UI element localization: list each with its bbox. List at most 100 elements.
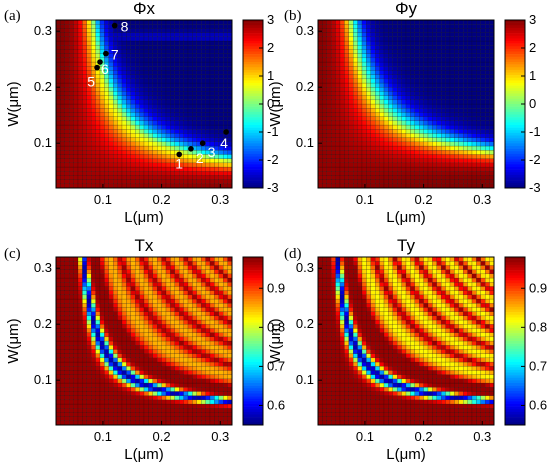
heatmap-cell bbox=[86, 28, 92, 33]
heatmap-cell bbox=[73, 412, 79, 417]
heatmap-cell bbox=[344, 24, 350, 29]
heatmap-cell bbox=[73, 82, 79, 88]
heatmap-cell bbox=[401, 49, 407, 54]
heatmap-cell bbox=[436, 175, 442, 180]
heatmap-cell bbox=[152, 290, 158, 296]
heatmap-cell bbox=[348, 171, 354, 176]
heatmap-cell bbox=[401, 120, 407, 126]
colorbar-segment bbox=[505, 164, 525, 168]
heatmap-cell bbox=[64, 49, 70, 54]
heatmap-cell bbox=[143, 361, 149, 367]
heatmap-cell bbox=[449, 74, 455, 80]
heatmap-cell bbox=[82, 353, 88, 359]
heatmap-cell bbox=[179, 24, 184, 29]
heatmap-cell bbox=[339, 99, 345, 105]
heatmap-cell bbox=[86, 328, 92, 333]
colorbar-segment bbox=[243, 64, 263, 68]
heatmap-cell bbox=[201, 345, 206, 350]
heatmap-cell bbox=[135, 256, 140, 262]
heatmap-cell bbox=[104, 416, 110, 422]
heatmap-cell bbox=[99, 298, 105, 304]
heatmap-cell bbox=[326, 129, 332, 134]
heatmap-cell bbox=[126, 78, 132, 84]
colorbar-segment bbox=[243, 135, 263, 139]
heatmap-cell bbox=[60, 412, 66, 417]
heatmap-cell bbox=[86, 307, 92, 312]
heatmap-cell bbox=[143, 145, 149, 151]
heatmap-cell bbox=[121, 399, 127, 405]
heatmap-cell bbox=[126, 40, 132, 46]
heatmap-cell bbox=[201, 332, 206, 338]
heatmap-cell bbox=[161, 36, 167, 42]
heatmap-cell bbox=[170, 366, 176, 371]
heatmap-cell bbox=[348, 66, 354, 71]
heatmap-cell bbox=[458, 133, 464, 138]
heatmap-cell bbox=[401, 171, 407, 176]
heatmap-cell bbox=[370, 53, 376, 59]
heatmap-cell bbox=[91, 171, 96, 176]
heatmap-cell bbox=[148, 353, 154, 359]
heatmap-cell bbox=[95, 175, 101, 180]
heatmap-cell bbox=[77, 349, 83, 354]
colorbar-tick-label: 0 bbox=[267, 96, 274, 111]
heatmap-cell bbox=[77, 74, 83, 80]
heatmap-cell bbox=[126, 324, 132, 329]
heatmap-cell bbox=[117, 357, 123, 363]
heatmap-cell bbox=[419, 19, 424, 25]
heatmap-cell bbox=[170, 286, 176, 291]
heatmap-cell bbox=[423, 66, 429, 71]
heatmap-cell bbox=[476, 158, 482, 164]
heatmap-cell bbox=[480, 49, 486, 54]
heatmap-cell bbox=[419, 40, 424, 46]
heatmap-cell bbox=[366, 61, 372, 67]
heatmap-cell bbox=[348, 53, 354, 59]
heatmap-cell bbox=[60, 141, 66, 147]
heatmap-cell bbox=[449, 141, 455, 147]
heatmap-cell bbox=[82, 357, 88, 363]
heatmap-cell bbox=[187, 82, 193, 88]
heatmap-cell bbox=[121, 120, 127, 126]
heatmap-cell bbox=[322, 137, 328, 143]
heatmap-cell bbox=[179, 345, 184, 350]
heatmap-cell bbox=[77, 124, 83, 130]
heatmap-cell bbox=[471, 133, 477, 138]
heatmap-cell bbox=[223, 378, 228, 384]
heatmap-cell bbox=[322, 36, 328, 42]
heatmap-cell bbox=[370, 91, 376, 96]
heatmap-cell bbox=[82, 378, 88, 384]
heatmap-cell bbox=[187, 124, 193, 130]
heatmap-cell bbox=[454, 53, 460, 59]
heatmap-cell bbox=[55, 129, 61, 134]
heatmap-cell bbox=[174, 273, 180, 279]
heatmap-cell bbox=[331, 87, 336, 92]
heatmap-cell bbox=[401, 78, 407, 84]
heatmap-cell bbox=[86, 370, 92, 375]
heatmap-cell bbox=[218, 399, 224, 405]
heatmap-cell bbox=[174, 49, 180, 54]
heatmap-cell bbox=[366, 158, 372, 164]
heatmap-cell bbox=[95, 340, 101, 346]
heatmap-cell bbox=[388, 154, 394, 159]
heatmap-cell bbox=[161, 28, 167, 33]
heatmap-cell bbox=[152, 108, 158, 113]
colorbar-segment bbox=[505, 88, 525, 92]
heatmap-cell bbox=[388, 49, 394, 54]
heatmap-cell bbox=[196, 66, 202, 71]
heatmap-cell bbox=[209, 120, 215, 126]
heatmap-cell bbox=[471, 53, 477, 59]
heatmap-cell bbox=[152, 269, 158, 275]
heatmap-cell bbox=[165, 420, 171, 426]
heatmap-cell bbox=[331, 150, 336, 155]
heatmap-cell bbox=[405, 66, 411, 71]
heatmap-cell bbox=[441, 66, 446, 71]
heatmap-cell bbox=[183, 145, 189, 151]
heatmap-cell bbox=[121, 166, 127, 172]
heatmap-cell bbox=[432, 82, 438, 88]
heatmap-cell bbox=[192, 108, 198, 113]
heatmap-cell bbox=[214, 294, 220, 300]
heatmap-cell bbox=[82, 382, 88, 388]
heatmap-cell bbox=[170, 57, 176, 63]
heatmap-cell bbox=[379, 82, 385, 88]
heatmap-cell bbox=[445, 57, 451, 63]
